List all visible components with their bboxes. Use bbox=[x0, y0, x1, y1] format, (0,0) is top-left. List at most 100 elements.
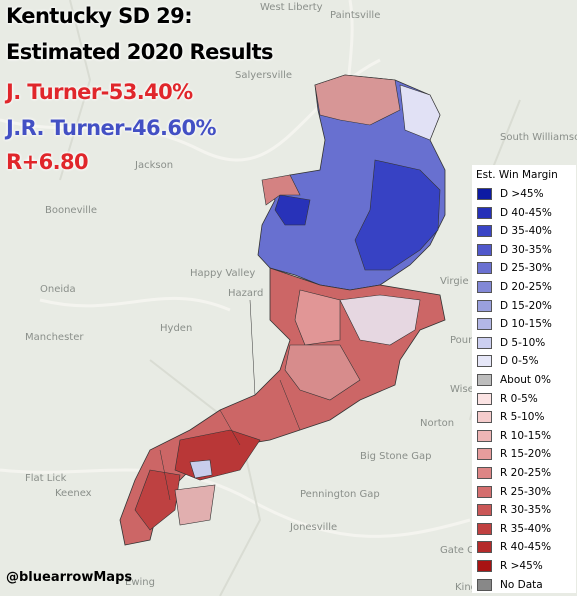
town-label: South Williamson bbox=[500, 132, 577, 143]
town-label: Virgie bbox=[440, 276, 469, 287]
precinct bbox=[294, 289, 341, 346]
legend-label: R 30-35% bbox=[500, 504, 552, 517]
legend-swatch bbox=[477, 336, 492, 349]
legend-label: D 0-5% bbox=[500, 355, 539, 368]
legend-label: D 25-30% bbox=[500, 262, 552, 275]
legend-swatch bbox=[477, 467, 492, 479]
legend-item: R 20-25% bbox=[477, 466, 551, 480]
precincts-north-r bbox=[314, 74, 401, 126]
title-line: Estimated 2020 Results bbox=[6, 40, 274, 64]
town-label: Salyersville bbox=[235, 70, 292, 81]
legend-item: D 25-30% bbox=[477, 261, 552, 275]
legend-swatch bbox=[477, 485, 492, 498]
legend-item: D 30-35% bbox=[477, 243, 552, 257]
legend-label: D 35-40% bbox=[500, 225, 552, 238]
town-label: Booneville bbox=[45, 205, 97, 216]
legend-swatch bbox=[477, 206, 492, 219]
legend-item: About 0% bbox=[477, 373, 551, 387]
town-label: Gate City bbox=[440, 545, 487, 556]
legend-swatch bbox=[477, 318, 492, 331]
legend-swatch bbox=[477, 243, 492, 256]
town-label: Jonesville bbox=[289, 522, 337, 533]
legend-item: R 40-45% bbox=[477, 540, 551, 554]
town-label: Happy Valley bbox=[190, 268, 255, 279]
legend-label: D 5-10% bbox=[500, 336, 546, 349]
precinct bbox=[261, 174, 301, 206]
legend-item: D 15-20% bbox=[477, 299, 552, 313]
legend-label: D 15-20% bbox=[500, 299, 552, 312]
town-label: Ewing bbox=[125, 577, 155, 588]
legend-label: D 30-35% bbox=[500, 243, 552, 256]
legend-label: R 5-10% bbox=[500, 411, 545, 424]
legend-item: D 35-40% bbox=[477, 224, 552, 238]
legend-item: D 0-5% bbox=[477, 354, 539, 368]
legend-label: D 40-45% bbox=[500, 206, 552, 219]
legend-swatch bbox=[477, 522, 492, 535]
town-label: Oneida bbox=[40, 284, 76, 295]
legend-swatch bbox=[477, 188, 492, 200]
town-label: Flat Lick bbox=[25, 473, 67, 484]
legend-label: R 25-30% bbox=[500, 485, 552, 498]
legend: Est. Win Margin D >45% D 40-45% D 35-40% D … bbox=[472, 165, 576, 593]
legend-swatch bbox=[477, 411, 492, 424]
legend-label: D >45% bbox=[500, 188, 544, 200]
legend-label: R 35-40% bbox=[500, 522, 552, 535]
legend-item: R 5-10% bbox=[477, 410, 544, 424]
legend-item: D 5-10% bbox=[477, 336, 545, 350]
legend-item: R 15-20% bbox=[477, 447, 551, 461]
town-label: West Liberty bbox=[260, 2, 323, 13]
town-label: Manchester bbox=[25, 332, 84, 343]
legend-item: R 35-40% bbox=[477, 522, 551, 536]
precinct bbox=[134, 469, 181, 531]
roads bbox=[0, 0, 471, 538]
title-line: Kentucky SD 29: bbox=[6, 4, 193, 28]
legend-item: D 40-45% bbox=[477, 206, 552, 220]
town-label: Pound bbox=[450, 335, 481, 346]
legend-swatch bbox=[477, 392, 492, 405]
precinct bbox=[284, 344, 361, 401]
legend-label: D 10-15% bbox=[500, 318, 552, 331]
legend-label: R 20-25% bbox=[500, 467, 552, 479]
credit: @bluearrowMaps bbox=[6, 570, 133, 585]
precinct bbox=[274, 194, 311, 226]
legend-item: R 0-5% bbox=[477, 392, 538, 406]
legend-item: D >45% bbox=[477, 187, 544, 201]
legend-item: No Data bbox=[477, 578, 543, 592]
town-label: Pennington Gap bbox=[300, 489, 380, 500]
town-label: Norton bbox=[420, 418, 454, 429]
town-label: Big Stone Gap bbox=[360, 451, 431, 462]
town-label: Paintsville bbox=[330, 10, 380, 21]
legend-item: D 10-15% bbox=[477, 317, 552, 331]
legend-swatch bbox=[477, 560, 492, 572]
legend-label: No Data bbox=[500, 578, 543, 591]
precincts-strong-d bbox=[354, 159, 441, 271]
town-label: Keenex bbox=[55, 488, 92, 499]
legend-swatch bbox=[477, 225, 492, 238]
precincts-mixed bbox=[339, 294, 421, 346]
precinct bbox=[189, 459, 213, 479]
legend-swatch bbox=[477, 355, 492, 368]
legend-swatch bbox=[477, 299, 492, 312]
legend-item: R >45% bbox=[477, 559, 543, 573]
legend-swatch bbox=[477, 504, 492, 517]
legend-swatch bbox=[477, 578, 492, 591]
candidate-result: J. Turner-53.40% bbox=[6, 80, 193, 104]
legend-label: R 40-45% bbox=[500, 541, 552, 554]
legend-item: R 30-35% bbox=[477, 503, 551, 517]
town-label: Hyden bbox=[160, 323, 192, 334]
precinct-lines bbox=[159, 299, 301, 501]
legend-label: R 15-20% bbox=[500, 448, 552, 461]
legend-item: R 10-15% bbox=[477, 429, 551, 443]
town-label: Jackson bbox=[134, 160, 173, 171]
margin: R+6.80 bbox=[6, 150, 89, 174]
legend-swatch bbox=[477, 262, 492, 275]
legend-title: Est. Win Margin bbox=[476, 169, 558, 181]
precinct bbox=[399, 84, 441, 141]
legend-swatch bbox=[477, 448, 492, 461]
legend-swatch bbox=[477, 429, 492, 442]
town-label: Wise bbox=[450, 384, 474, 395]
town-label: Hazard bbox=[228, 288, 263, 299]
legend-label: D 20-25% bbox=[500, 281, 552, 293]
legend-item: R 25-30% bbox=[477, 485, 551, 499]
